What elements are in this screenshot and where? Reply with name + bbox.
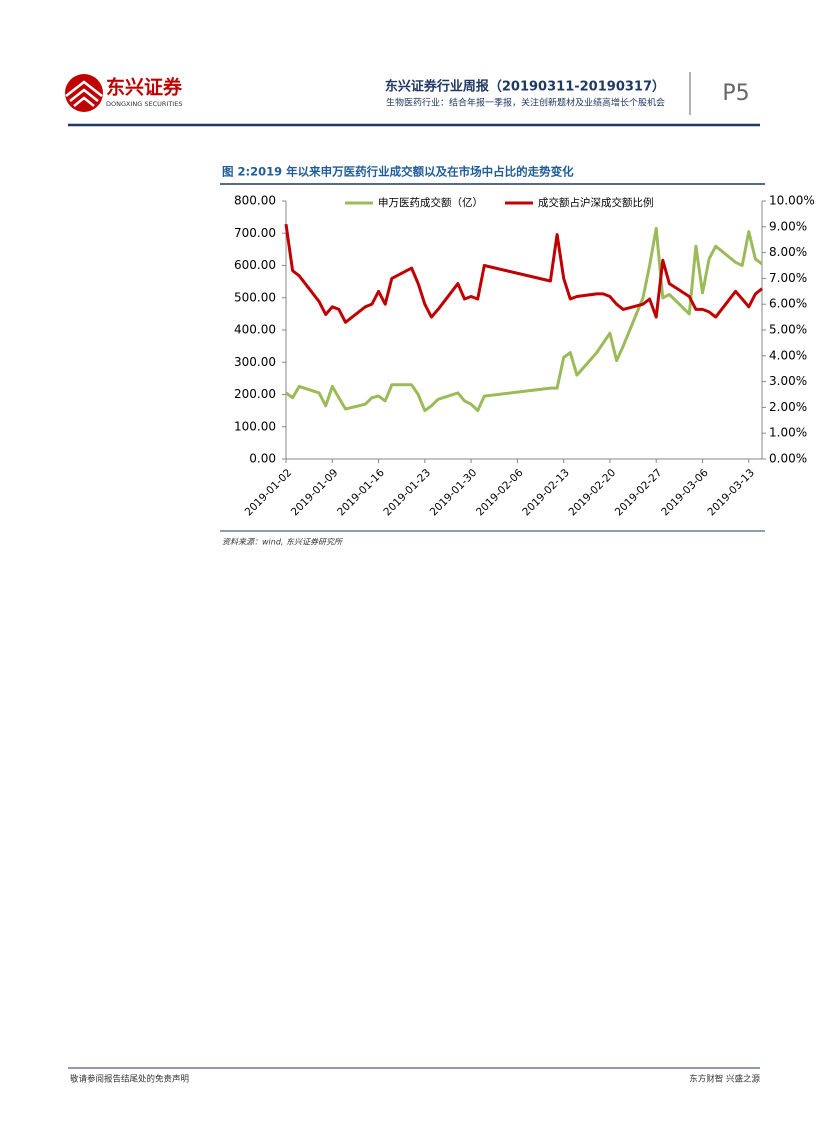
footer-right: 东方财智 兴盛之源 <box>689 1074 760 1085</box>
x-tick-label: 2019-02-13 <box>520 467 572 519</box>
y-tick-label: 100.00 <box>234 419 276 433</box>
series-line <box>285 226 763 413</box>
report-subtitle: 生物医药行业：结合年报一季报，关注创新题材及业绩高增长个股机会 <box>386 97 665 109</box>
y-tick-label: 400.00 <box>234 323 276 337</box>
x-tick-label: 2019-03-13 <box>705 467 757 519</box>
y2-tick-label: 4.00% <box>769 348 807 362</box>
logo-mark <box>65 74 103 112</box>
x-tick-label: 2019-02-20 <box>567 467 619 519</box>
y-tick-label: 700.00 <box>234 226 276 240</box>
y2-tick-label: 9.00% <box>769 219 807 233</box>
y-tick-label: 200.00 <box>234 387 276 401</box>
x-tick-label: 2019-02-06 <box>474 467 526 519</box>
x-tick-label: 2019-03-06 <box>659 467 711 519</box>
y2-tick-label: 10.00% <box>769 194 815 208</box>
y2-tick-label: 0.00% <box>769 452 807 466</box>
y-tick-label: 500.00 <box>234 290 276 304</box>
legend-label: 申万医药成交额（亿） <box>378 196 483 209</box>
logo: 东兴证券 DONGXING SECURITIES <box>65 74 183 112</box>
y2-tick-label: 7.00% <box>769 271 807 285</box>
source-note: 资料来源：wind, 东兴证券研究所 <box>222 538 344 547</box>
x-tick-label: 2019-01-23 <box>381 467 433 519</box>
chart: 0.00 100.00 200.00 300.00 400.00 500.00 600.00… <box>234 194 815 519</box>
x-tick-label: 2019-01-02 <box>243 467 295 519</box>
logo-subtext: DONGXING SECURITIES <box>106 100 182 108</box>
series-line <box>284 223 763 324</box>
x-tick-label: 2019-02-27 <box>613 467 665 519</box>
y-tick-label: 0.00 <box>249 452 276 466</box>
y2-tick-label: 6.00% <box>769 297 807 311</box>
x-tick-label: 2019-01-16 <box>335 467 387 519</box>
logo-lines <box>65 80 103 107</box>
y2-tick-label: 3.00% <box>769 374 807 388</box>
y2-tick-label: 1.00% <box>769 426 807 440</box>
page-number: P5 <box>722 81 749 106</box>
x-tick-label: 2019-01-09 <box>289 467 341 519</box>
y2-tick-label: 8.00% <box>769 245 807 259</box>
footer-left: 敬请参阅报告结尾处的免责声明 <box>70 1074 189 1085</box>
logo-text: 东兴证券 <box>106 76 183 99</box>
legend-label: 成交额占沪深成交额比例 <box>538 196 654 209</box>
y2-tick-label: 2.00% <box>769 400 807 414</box>
y-tick-label: 300.00 <box>234 355 276 369</box>
x-tick-label: 2019-01-30 <box>428 467 480 519</box>
y2-tick-label: 5.00% <box>769 323 807 337</box>
y-tick-label: 800.00 <box>234 194 276 208</box>
y-tick-label: 600.00 <box>234 258 276 272</box>
figure-title: 图 2:2019 年以来申万医药行业成交额以及在市场中占比的走势变化 <box>222 165 574 179</box>
report-title: 东兴证券行业周报（20190311-20190317） <box>385 79 665 95</box>
